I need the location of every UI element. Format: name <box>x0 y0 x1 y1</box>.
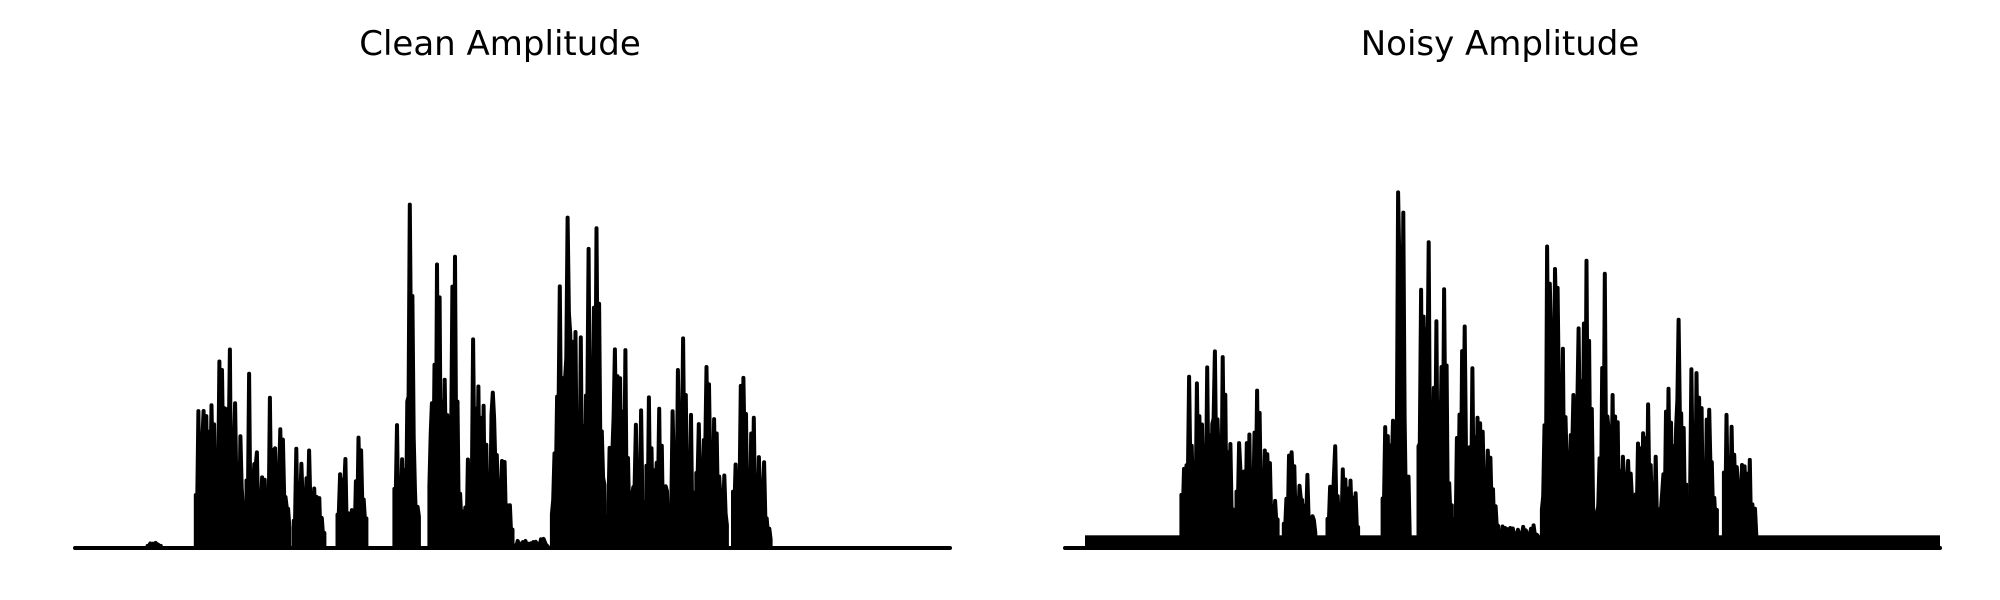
clean-amplitude-burst-6 <box>429 257 462 548</box>
noisy-amplitude-burst-0 <box>1181 351 1233 548</box>
clean-amplitude-burst-9 <box>552 218 605 548</box>
noisy-amplitude-burst-11 <box>1661 320 1686 548</box>
clean-amplitude-burst-1 <box>196 350 243 549</box>
noisy-amplitude-burst-3 <box>1328 446 1359 548</box>
noisy-amplitude-burst-8 <box>1542 247 1595 549</box>
clean-amplitude-chart <box>0 0 1000 600</box>
clean-amplitude-burst-7 <box>465 339 512 548</box>
clean-amplitude-burst-4 <box>338 438 367 548</box>
noisy-amplitude-panel: Noisy Amplitude <box>1000 0 2000 600</box>
clean-amplitude-burst-2 <box>247 374 290 548</box>
noisy-amplitude-burst-9 <box>1597 274 1632 548</box>
clean-amplitude-burst-8 <box>515 539 547 548</box>
noisy-amplitude-burst-12 <box>1689 369 1717 548</box>
noisy-amplitude-burst-5 <box>1419 242 1452 548</box>
clean-amplitude-burst-14 <box>733 378 771 548</box>
clean-amplitude-panel: Clean Amplitude <box>0 0 1000 600</box>
noisy-amplitude-burst-13 <box>1724 415 1756 548</box>
clean-amplitude-burst-12 <box>670 338 694 548</box>
noisy-amplitude-burst-7 <box>1500 525 1538 548</box>
clean-amplitude-burst-5 <box>394 205 419 548</box>
noisy-amplitude-chart <box>1000 0 2000 600</box>
noisy-amplitude-burst-2 <box>1284 452 1316 548</box>
clean-amplitude-burst-3 <box>294 449 325 548</box>
clean-amplitude-burst-11 <box>646 397 668 548</box>
clean-amplitude-burst-0 <box>148 543 161 548</box>
noisy-amplitude-burst-6 <box>1454 327 1498 549</box>
noisy-amplitude-burst-1 <box>1237 391 1278 548</box>
clean-amplitude-burst-10 <box>607 349 644 548</box>
noisy-amplitude-burst-10 <box>1636 404 1659 548</box>
noisy-amplitude-burst-4 <box>1383 192 1410 548</box>
clean-amplitude-burst-13 <box>696 367 727 548</box>
